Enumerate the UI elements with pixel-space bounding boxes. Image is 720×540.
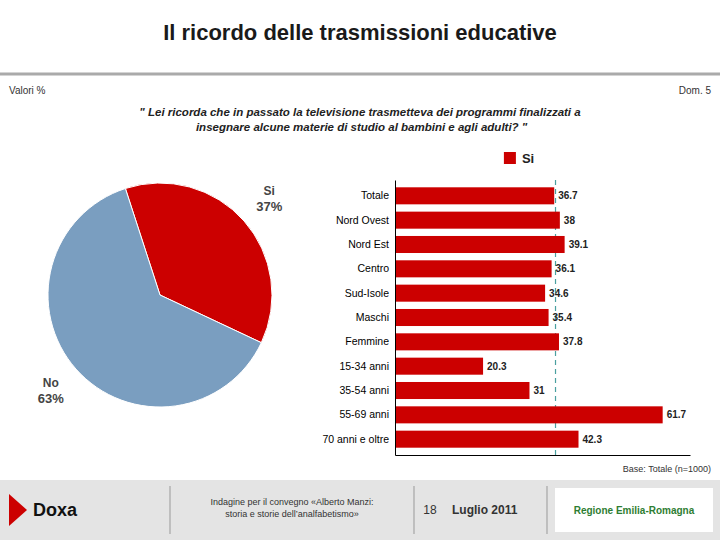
pie-slice [48, 188, 261, 407]
bar [395, 212, 560, 229]
tick-label: 15-34 anni [339, 360, 389, 372]
tick-label: Femmine [345, 335, 389, 347]
annotation: Base: Totale (n=1000) [623, 464, 711, 474]
header-separator [0, 73, 720, 76]
legend: Si [504, 151, 534, 166]
chart-root: Il ricordo delle trasmissioni educative V… [0, 0, 720, 540]
tick: 35-54 anni [339, 384, 395, 396]
bar [395, 406, 663, 423]
tick-label: Sud-Isole [345, 287, 390, 299]
footer-band [0, 480, 720, 540]
data-label: 37% [256, 199, 282, 214]
data-label: 36.7 [558, 190, 578, 201]
axis-line [396, 455, 691, 456]
title: Il ricordo delle trasmissioni educative [163, 20, 557, 45]
y-axis: Totale Nord Ovest Nord Est Centro Sud-Isole M… [322, 181, 395, 456]
legend-label: Si [522, 151, 534, 166]
bar [395, 236, 565, 253]
tick-label: 55-69 anni [339, 408, 389, 420]
annotation: Dom. 5 [679, 85, 712, 96]
pie [48, 183, 272, 407]
slice-label: Si [264, 184, 275, 198]
data-label: 31 [533, 385, 545, 396]
axis-line [395, 181, 396, 456]
tick: Nord Ovest [336, 214, 395, 226]
annotation: 18 [423, 503, 437, 517]
tick-label: 35-54 anni [339, 384, 389, 396]
tick: Centro [357, 262, 395, 274]
footer-separator [547, 486, 548, 534]
tick: 70 anni e oltre [322, 433, 395, 445]
bar [395, 187, 554, 204]
tick: Totale [361, 189, 395, 201]
bar [395, 431, 579, 448]
annotation: Valori % [9, 85, 46, 96]
tick: Femmine [345, 335, 395, 347]
plot-area [395, 180, 663, 455]
data-label: 38 [564, 215, 576, 226]
annotation: Indagine per il convegno «Alberto Manzi:… [210, 497, 373, 519]
tick: Nord Est [348, 238, 395, 250]
data-labels: 36.7 38 39.1 36.1 34.6 35.4 37.8 20.3 31 61.7 42.3 [487, 190, 687, 444]
tick-label: Nord Est [348, 238, 389, 250]
tick: Maschi [356, 311, 395, 323]
tick-label: Nord Ovest [336, 214, 389, 226]
x-axis [396, 455, 691, 456]
tick: Sud-Isole [345, 287, 395, 299]
data-label: 39.1 [569, 239, 589, 250]
logo-box [555, 488, 713, 532]
data-label: 20.3 [487, 361, 507, 372]
data-label: 36.1 [556, 263, 576, 274]
data-label: 42.3 [583, 434, 603, 445]
annotation: Regione Emilia-Romagna [574, 505, 695, 516]
legend-swatch [504, 152, 516, 164]
tick-label: Centro [357, 262, 389, 274]
tick-label: 70 anni e oltre [322, 433, 389, 445]
tick-label: Totale [361, 189, 389, 201]
tick: 55-69 anni [339, 408, 395, 420]
pie-labels: Si37% No63% [38, 184, 283, 407]
data-label: 63% [38, 391, 64, 406]
bar [395, 260, 552, 277]
annotation: Luglio 2011 [452, 503, 518, 517]
footer-separator [414, 486, 415, 534]
data-label: 37.8 [563, 336, 583, 347]
bar [395, 333, 559, 350]
tick-label: Maschi [356, 311, 389, 323]
bar [395, 309, 549, 326]
bar [395, 285, 545, 302]
slice-label: No [43, 376, 59, 390]
data-label: 61.7 [667, 409, 687, 420]
data-label: 34.6 [549, 288, 569, 299]
footer-separator [170, 486, 171, 534]
bar [395, 358, 483, 375]
tick: 15-34 anni [339, 360, 395, 372]
bar [395, 382, 529, 399]
subtitle: " Lei ricorda che in passato la televisi… [139, 106, 581, 133]
annotation: Doxa [33, 500, 78, 520]
data-label: 35.4 [553, 312, 573, 323]
logo-mark [9, 494, 27, 526]
